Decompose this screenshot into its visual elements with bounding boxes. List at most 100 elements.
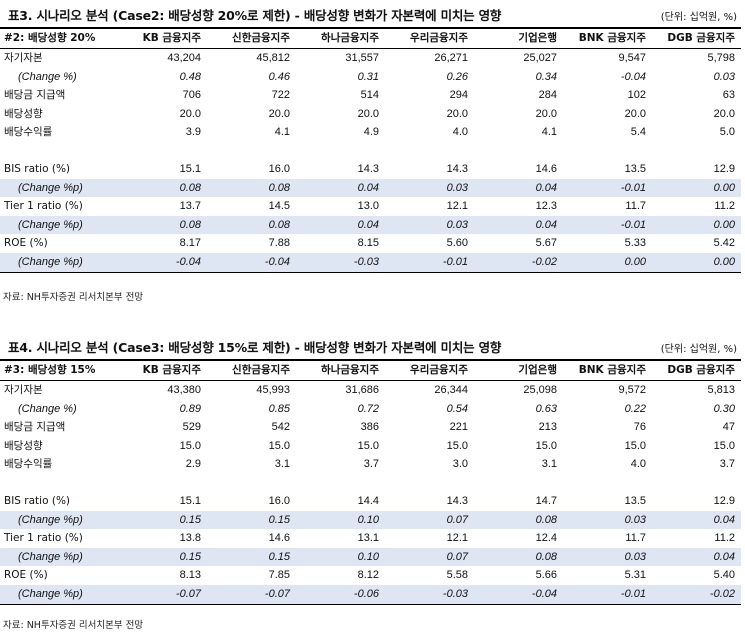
row-label: (Change %) [18, 70, 77, 83]
value-cell: 20.0 [535, 107, 557, 120]
value-cell: 0.15 [118, 547, 207, 567]
table-row: (Change %p) 0.15 0.15 0.10 0.07 0.08 0.03 0.04 [0, 547, 741, 567]
value-cell: 0.08 [474, 510, 563, 530]
table-row: (Change %p) 0.08 0.08 0.04 0.03 0.04 -0.01 0.00 [0, 215, 741, 235]
value-cell: 15.0 [713, 439, 735, 452]
value-cell: 213 [538, 421, 557, 434]
value-cell: 31,557 [345, 52, 379, 64]
value-cell: 542 [271, 421, 290, 434]
value-cell: 0.00 [652, 178, 741, 198]
table-row: ROE (%) 8.17 7.88 8.15 5.60 5.67 5.33 5.42 [0, 234, 741, 253]
table-row: 배당금 지급액 706 722 514 294 284 102 63 [0, 86, 741, 105]
value-cell: 0.04 [474, 215, 563, 235]
value-cell: -0.02 [474, 252, 563, 273]
value-cell: 15.0 [179, 439, 201, 452]
value-cell: 14.3 [357, 162, 379, 175]
row-label: (Change %p) [0, 178, 118, 198]
value-cell: -0.01 [563, 178, 652, 198]
column-header: 신한금융지주 [207, 359, 296, 381]
spacer-cell [385, 142, 474, 160]
table4-source: 자료: NH투자증권 리서치본부 전망 [3, 620, 144, 631]
value-cell: 284 [538, 89, 557, 102]
value-cell: 14.3 [446, 162, 468, 175]
value-cell: 0.15 [207, 547, 296, 567]
table-row: ROE (%) 8.13 7.85 8.12 5.58 5.66 5.31 5.40 [0, 566, 741, 585]
value-cell: 13.1 [357, 532, 379, 545]
value-cell: 15.1 [179, 162, 201, 175]
table-row: Tier 1 ratio (%) 13.8 14.6 13.1 12.1 12.4 11.7… [0, 529, 741, 548]
spacer-cell [0, 142, 118, 160]
value-cell: 5.66 [535, 569, 557, 582]
value-cell: 7.88 [268, 237, 290, 250]
value-cell: 4.1 [274, 126, 290, 139]
spacer-cell [207, 474, 296, 492]
value-cell: 0.07 [385, 510, 474, 530]
row-label: 배당성향 [4, 439, 43, 452]
value-cell: 63 [722, 89, 735, 102]
table-row: (Change %p) -0.07 -0.07 -0.06 -0.03 -0.04 -0.0… [0, 584, 741, 605]
value-cell: 20.0 [357, 107, 379, 120]
table-row: 자기자본 43,380 45,993 31,686 26,344 25,098 9,572 5… [0, 381, 741, 400]
column-header: 기업은행 [474, 359, 563, 381]
table3-unit: (단위: 십억원, %) [660, 12, 737, 23]
value-cell: 0.34 [535, 70, 557, 83]
value-cell: 0.15 [207, 510, 296, 530]
table-row: 배당성향 15.0 15.0 15.0 15.0 15.0 15.0 15.0 [0, 437, 741, 456]
spacer-cell [118, 142, 207, 160]
row-label: 배당금 지급액 [4, 421, 66, 434]
value-cell: 20.0 [624, 107, 646, 120]
value-cell: 5.31 [624, 569, 646, 582]
value-cell: -0.01 [563, 584, 652, 605]
row-label: 배당수익률 [4, 458, 53, 471]
table-row: (Change %) 0.89 0.85 0.72 0.54 0.63 0.22 0.30 [0, 400, 741, 419]
value-cell: 15.0 [357, 439, 379, 452]
value-cell: 25,027 [523, 52, 557, 64]
value-cell: 0.03 [563, 510, 652, 530]
value-cell: 5,813 [707, 384, 735, 396]
value-cell: 0.08 [207, 215, 296, 235]
column-header: BNK 금융지주 [563, 27, 652, 49]
value-cell: 8.13 [179, 569, 201, 582]
value-cell: 8.17 [179, 237, 201, 250]
row-label: BIS ratio (%) [4, 494, 71, 507]
value-cell: -0.01 [563, 215, 652, 235]
table-row: Tier 1 ratio (%) 13.7 14.5 13.0 12.1 12.3 11.7… [0, 197, 741, 216]
row-label: 자기자본 [4, 384, 43, 396]
value-cell: 514 [360, 89, 379, 102]
value-cell: 14.6 [535, 162, 557, 175]
row-label: ROE (%) [4, 237, 48, 250]
spacer-cell [296, 142, 385, 160]
value-cell: 0.00 [652, 215, 741, 235]
table-row: (Change %p) 0.08 0.08 0.04 0.03 0.04 -0.01 0.00 [0, 178, 741, 198]
table-row: BIS ratio (%) 15.1 16.0 14.4 14.3 14.7 13.5 12.… [0, 492, 741, 511]
value-cell: 706 [182, 89, 201, 102]
column-header: DGB 금융지주 [652, 27, 741, 49]
value-cell: 722 [271, 89, 290, 102]
value-cell: 0.03 [563, 547, 652, 567]
value-cell: 14.3 [446, 494, 468, 507]
spacer-cell [652, 142, 741, 160]
row-label: (Change %p) [0, 510, 118, 530]
spacer-cell [0, 474, 118, 492]
value-cell: 5.42 [713, 237, 735, 250]
value-cell: -0.04 [620, 70, 646, 83]
column-header: 우리금융지주 [385, 359, 474, 381]
row-label: Tier 1 ratio (%) [4, 532, 83, 545]
value-cell: 9,572 [618, 384, 646, 396]
value-cell: 0.04 [296, 178, 385, 198]
value-cell: 45,812 [256, 52, 290, 64]
value-cell: 5.33 [624, 237, 646, 250]
table3-title: 표3. 시나리오 분석 (Case2: 배당성향 20%로 제한) - 배당성향… [8, 8, 502, 23]
value-cell: 14.6 [268, 532, 290, 545]
value-cell: 0.63 [535, 402, 557, 415]
row-label: (Change %) [18, 402, 77, 415]
value-cell: 386 [360, 421, 379, 434]
value-cell: 3.7 [719, 458, 735, 471]
spacer-cell [563, 142, 652, 160]
value-cell: 0.04 [652, 547, 741, 567]
row-label: 배당성향 [4, 107, 43, 120]
value-cell: 221 [449, 421, 468, 434]
table3: #2: 배당성향 20% KB 금융지주 신한금융지주 하나금융지주 우리금융지… [0, 27, 741, 273]
value-cell: 5,798 [707, 52, 735, 64]
value-cell: 0.72 [357, 402, 379, 415]
